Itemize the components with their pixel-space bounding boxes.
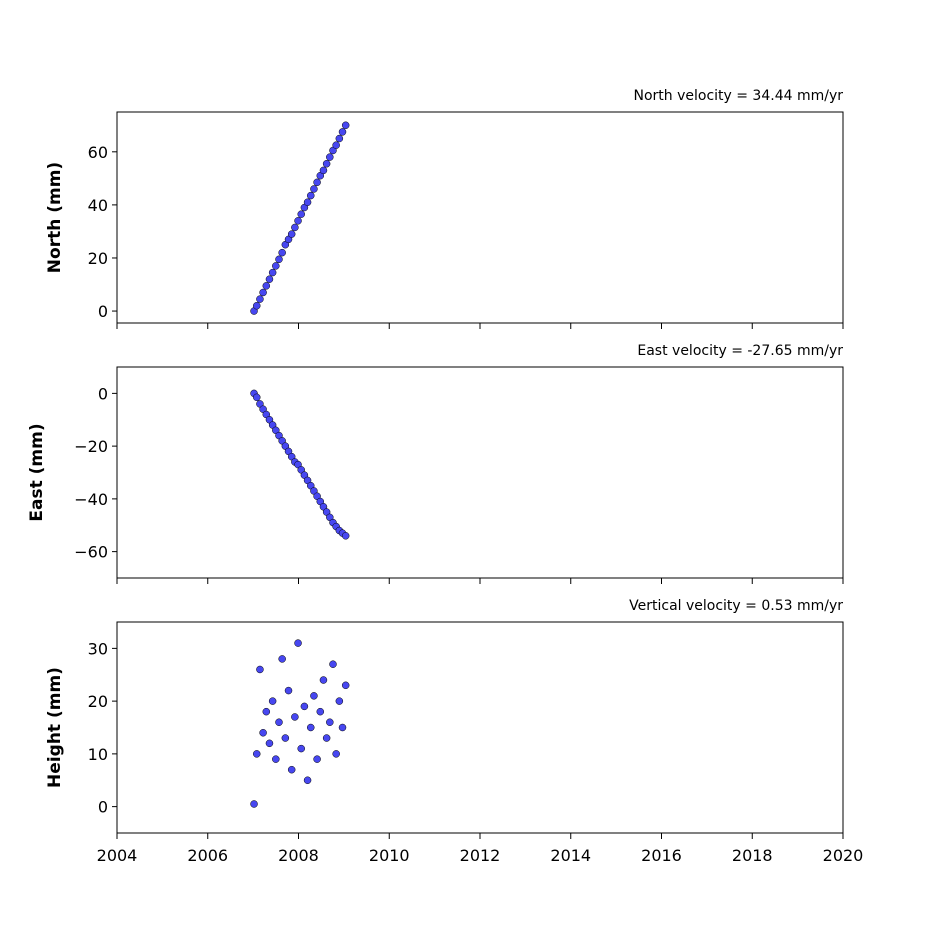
point xyxy=(253,393,261,402)
point xyxy=(262,707,271,716)
y-tick-label: −40 xyxy=(74,490,108,509)
y-tick-label: 0 xyxy=(98,384,108,403)
point xyxy=(332,750,340,758)
y-tick-label: −20 xyxy=(74,437,108,456)
point xyxy=(265,739,274,748)
point xyxy=(338,723,347,732)
x-tick-label: 2020 xyxy=(823,846,864,865)
point xyxy=(297,744,305,753)
point xyxy=(329,660,337,668)
point xyxy=(332,141,340,149)
point xyxy=(313,178,321,187)
y-tick-label: 20 xyxy=(88,692,108,711)
point xyxy=(256,665,264,674)
y-tick-label: 30 xyxy=(88,639,108,658)
y-axis-label: East (mm) xyxy=(27,423,47,521)
point xyxy=(335,697,344,705)
point xyxy=(265,275,274,283)
point xyxy=(322,734,331,742)
point xyxy=(310,185,318,193)
point xyxy=(275,718,283,726)
point xyxy=(313,755,321,763)
x-tick-label: 2004 xyxy=(97,846,138,865)
point xyxy=(262,282,271,290)
point xyxy=(310,692,318,700)
point xyxy=(268,697,277,705)
point xyxy=(256,295,264,303)
point xyxy=(319,676,328,684)
point xyxy=(278,248,286,257)
point xyxy=(275,255,283,264)
point xyxy=(250,800,258,808)
point xyxy=(338,128,347,136)
plot-frame xyxy=(116,366,844,579)
point xyxy=(303,776,312,784)
point xyxy=(287,230,296,238)
y-tick-label: 40 xyxy=(88,196,108,215)
point xyxy=(307,723,315,732)
point xyxy=(287,765,296,774)
point xyxy=(341,681,350,690)
point xyxy=(278,655,286,663)
y-tick-label: −60 xyxy=(74,543,108,562)
panel-title: East velocity = -27.65 mm/yr xyxy=(637,343,843,359)
y-tick-label: 20 xyxy=(88,249,108,268)
point xyxy=(319,166,328,175)
y-axis-label: North (mm) xyxy=(45,162,65,273)
plot-frame xyxy=(116,111,844,324)
point xyxy=(291,713,299,721)
x-tick-label: 2016 xyxy=(641,846,682,865)
x-tick-label: 2014 xyxy=(550,846,591,865)
point xyxy=(326,718,334,726)
point xyxy=(281,734,290,742)
point xyxy=(284,686,293,695)
y-tick-label: 60 xyxy=(88,143,108,162)
point xyxy=(294,217,302,225)
point xyxy=(341,532,350,540)
point xyxy=(259,729,267,737)
point xyxy=(272,262,280,270)
x-tick-label: 2010 xyxy=(369,846,410,865)
point xyxy=(272,755,280,763)
point xyxy=(326,153,334,161)
point xyxy=(291,223,299,232)
y-tick-label: 10 xyxy=(88,745,108,764)
point xyxy=(300,702,309,711)
point xyxy=(259,288,267,297)
x-tick-label: 2018 xyxy=(732,846,773,865)
point xyxy=(253,301,261,310)
y-axis-label: Height (mm) xyxy=(45,667,65,788)
y-tick-label: 0 xyxy=(98,302,108,321)
y-tick-label: 0 xyxy=(98,798,108,817)
panel-title: Vertical velocity = 0.53 mm/yr xyxy=(629,598,843,614)
panel-title: North velocity = 34.44 mm/yr xyxy=(633,88,843,104)
point xyxy=(341,121,350,130)
x-tick-label: 2012 xyxy=(460,846,501,865)
point xyxy=(268,268,277,277)
point xyxy=(322,160,331,168)
plot-frame xyxy=(116,621,844,834)
point xyxy=(307,191,315,200)
point xyxy=(335,134,344,143)
point xyxy=(253,750,261,758)
x-tick-label: 2006 xyxy=(187,846,228,865)
point xyxy=(316,707,325,716)
point xyxy=(294,639,302,647)
x-tick-label: 2008 xyxy=(278,846,319,865)
point xyxy=(303,198,312,206)
point xyxy=(297,210,305,218)
